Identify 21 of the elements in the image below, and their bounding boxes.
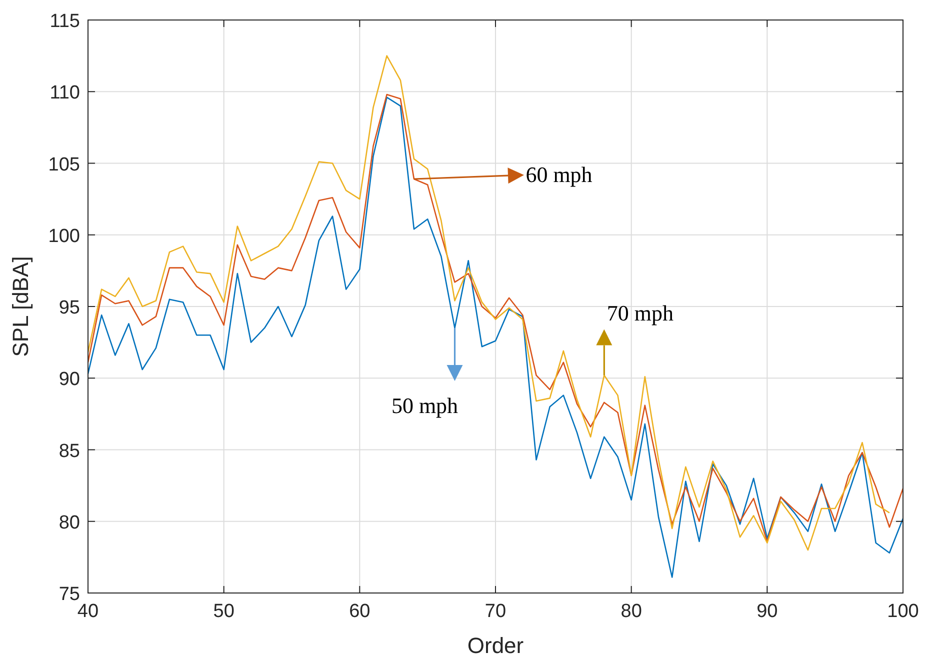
annotation: 70 mph bbox=[606, 300, 674, 326]
x-tick-label: 60 bbox=[349, 601, 370, 622]
annotation: 60 mph bbox=[526, 162, 592, 188]
x-tick-label: 70 bbox=[484, 601, 506, 622]
y-tick-label: 115 bbox=[50, 11, 80, 32]
y-tick-label: 85 bbox=[58, 440, 80, 462]
x-axis-title: Order bbox=[467, 633, 524, 658]
x-tick-label: 100 bbox=[887, 601, 919, 622]
y-tick-label: 95 bbox=[58, 298, 80, 318]
x-tick-label: 80 bbox=[620, 601, 642, 622]
x-tick-label: 40 bbox=[77, 601, 99, 622]
y-tick-label: 80 bbox=[58, 512, 80, 534]
y-tick-label: 100 bbox=[48, 226, 80, 247]
y-axis-title: SPL [dBA] bbox=[8, 256, 33, 357]
x-tick-label: 90 bbox=[756, 601, 778, 622]
y-tick-label: 75 bbox=[58, 584, 80, 605]
x-tick-label: 50 bbox=[213, 601, 234, 622]
y-tick-label: 105 bbox=[48, 154, 80, 176]
y-tick-label: 90 bbox=[58, 369, 80, 390]
annotation: 50 mph bbox=[391, 392, 458, 418]
y-tick-label: 110 bbox=[50, 82, 80, 104]
